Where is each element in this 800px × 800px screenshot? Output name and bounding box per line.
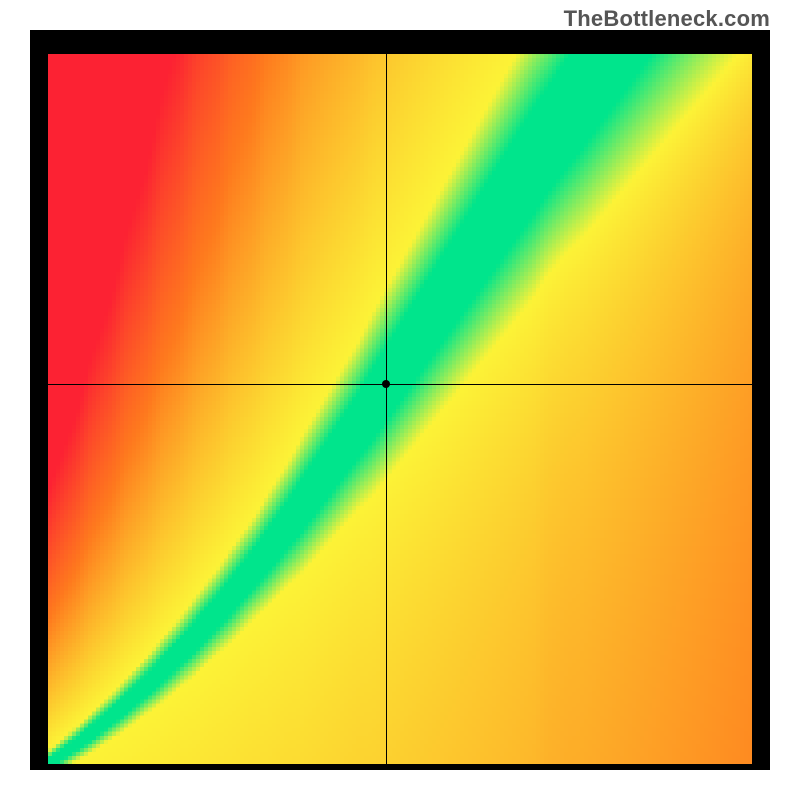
- chart-container: TheBottleneck.com: [0, 0, 800, 800]
- bottleneck-heatmap: [48, 54, 752, 764]
- marker-point: [382, 380, 390, 388]
- crosshair-horizontal: [48, 384, 752, 385]
- crosshair-vertical: [386, 54, 387, 764]
- watermark-text: TheBottleneck.com: [564, 6, 770, 32]
